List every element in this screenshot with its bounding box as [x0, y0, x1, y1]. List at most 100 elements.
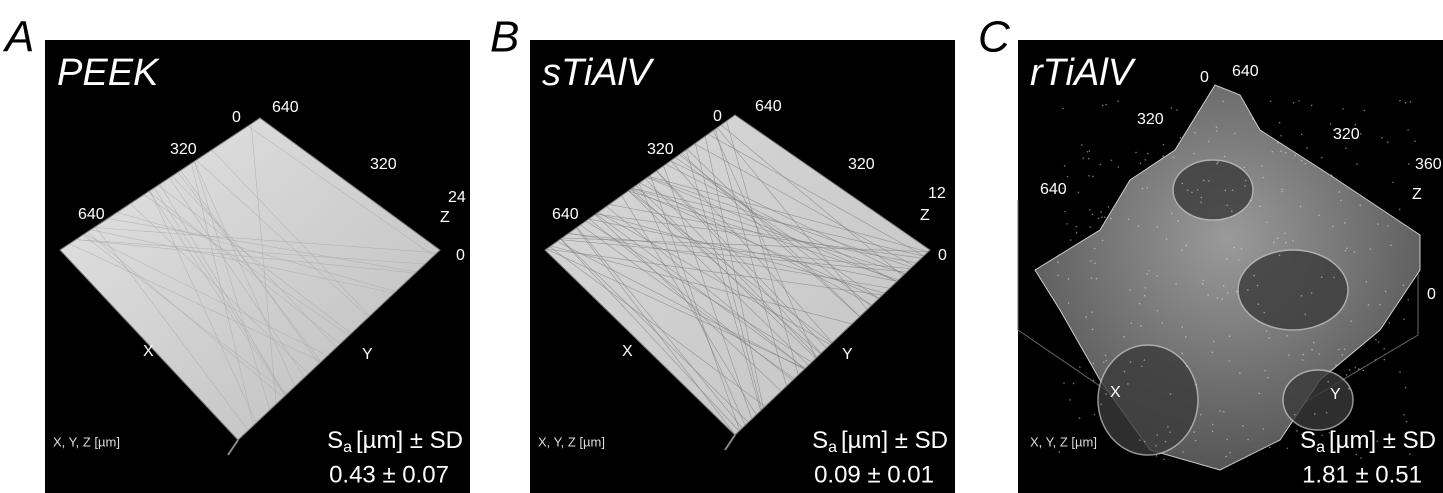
- speckle: [1318, 353, 1320, 355]
- speckle: [1203, 280, 1205, 282]
- axis-label: 320: [647, 141, 674, 158]
- axis-label: 320: [370, 156, 397, 173]
- speckle: [1076, 226, 1078, 228]
- sa-subscript: a: [1316, 439, 1325, 456]
- speckle: [1222, 101, 1224, 103]
- speckle: [1268, 337, 1270, 339]
- speckle: [1124, 371, 1126, 373]
- dimple: [1238, 250, 1348, 330]
- speckle: [1375, 359, 1377, 361]
- speckle: [1202, 283, 1204, 285]
- speckle: [1219, 410, 1221, 412]
- speckle: [1123, 336, 1125, 338]
- speckle: [1270, 100, 1272, 102]
- speckle: [1288, 354, 1290, 356]
- speckle: [1067, 176, 1069, 178]
- speckle: [1321, 276, 1323, 278]
- axis-label: 320: [170, 141, 197, 158]
- sa-rest: [µm] ± SD: [1329, 427, 1436, 454]
- speckle: [1369, 248, 1371, 250]
- speckle: [1156, 434, 1158, 436]
- speckle: [1070, 239, 1072, 241]
- speckle: [1057, 261, 1059, 263]
- speckle: [1138, 225, 1140, 227]
- speckle: [1311, 104, 1313, 106]
- speckle: [1292, 240, 1294, 242]
- speckle: [1346, 248, 1348, 250]
- speckle: [1247, 289, 1249, 291]
- speckle: [1405, 102, 1407, 104]
- speckle: [1280, 135, 1282, 137]
- speckle: [1081, 144, 1083, 146]
- axis-label: 24: [448, 189, 466, 206]
- sa-symbol: S: [812, 427, 828, 454]
- speckle: [1091, 277, 1093, 279]
- speckle: [1318, 214, 1320, 216]
- speckle: [1221, 298, 1223, 300]
- speckle: [1313, 342, 1315, 344]
- speckle: [1302, 359, 1304, 361]
- axis-label: 12: [928, 185, 946, 202]
- speckle: [1355, 367, 1357, 369]
- speckle: [1165, 441, 1167, 443]
- speckle: [1383, 348, 1385, 350]
- speckle: [1390, 244, 1392, 246]
- speckle: [1349, 369, 1351, 371]
- speckle: [1068, 302, 1070, 304]
- speckle: [1141, 366, 1143, 368]
- speckle: [1232, 189, 1234, 191]
- speckle: [1208, 180, 1210, 182]
- speckle: [1277, 142, 1279, 144]
- speckle: [1301, 295, 1303, 297]
- speckle: [1407, 129, 1409, 131]
- speckle: [1403, 284, 1405, 286]
- units-label: X, Y, Z [µm]: [53, 434, 120, 449]
- speckle: [1092, 214, 1094, 216]
- speckle: [1225, 456, 1227, 458]
- speckle: [1186, 245, 1188, 247]
- speckle: [1285, 242, 1287, 244]
- speckle: [1321, 435, 1323, 437]
- speckle: [1092, 328, 1094, 330]
- axis-label: 0: [232, 109, 241, 126]
- panel-letter: A: [2, 13, 34, 62]
- speckle: [1145, 287, 1147, 289]
- speckle: [1145, 159, 1147, 161]
- sa-subscript: a: [343, 439, 352, 456]
- speckle: [1262, 177, 1264, 179]
- speckle: [1104, 216, 1106, 218]
- panel-title: sTiAlV: [542, 52, 655, 94]
- panel-letter: B: [490, 13, 519, 62]
- speckle: [1368, 304, 1370, 306]
- axis-label: X: [1110, 384, 1121, 401]
- speckle: [1233, 247, 1235, 249]
- speckle: [1146, 273, 1148, 275]
- speckle: [1127, 383, 1129, 385]
- speckle: [1094, 248, 1096, 250]
- speckle: [1092, 363, 1094, 365]
- speckle: [1262, 428, 1264, 430]
- speckle: [1147, 153, 1149, 155]
- axis-label: X: [622, 343, 633, 360]
- speckle: [1208, 141, 1210, 143]
- speckle: [1212, 352, 1214, 354]
- speckle: [1200, 201, 1202, 203]
- speckle: [1330, 123, 1332, 125]
- speckle: [1140, 162, 1142, 164]
- speckle: [1203, 180, 1205, 182]
- speckle: [1345, 250, 1347, 252]
- speckle: [1105, 104, 1107, 106]
- sa-rest: [µm] ± SD: [841, 427, 948, 454]
- speckle: [1231, 210, 1233, 212]
- speckle: [1279, 122, 1281, 124]
- speckle: [1284, 233, 1286, 235]
- speckle: [1101, 216, 1103, 218]
- speckle: [1090, 260, 1092, 262]
- speckle: [1281, 188, 1283, 190]
- speckle: [1226, 204, 1228, 206]
- speckle: [1155, 445, 1157, 447]
- panel-title: rTiAlV: [1030, 52, 1137, 94]
- speckle: [1181, 249, 1183, 251]
- speckle: [1354, 251, 1356, 253]
- figure: A064032032064024Z0XYPEEKX, Y, Z [µm]Sa[µ…: [0, 0, 1443, 493]
